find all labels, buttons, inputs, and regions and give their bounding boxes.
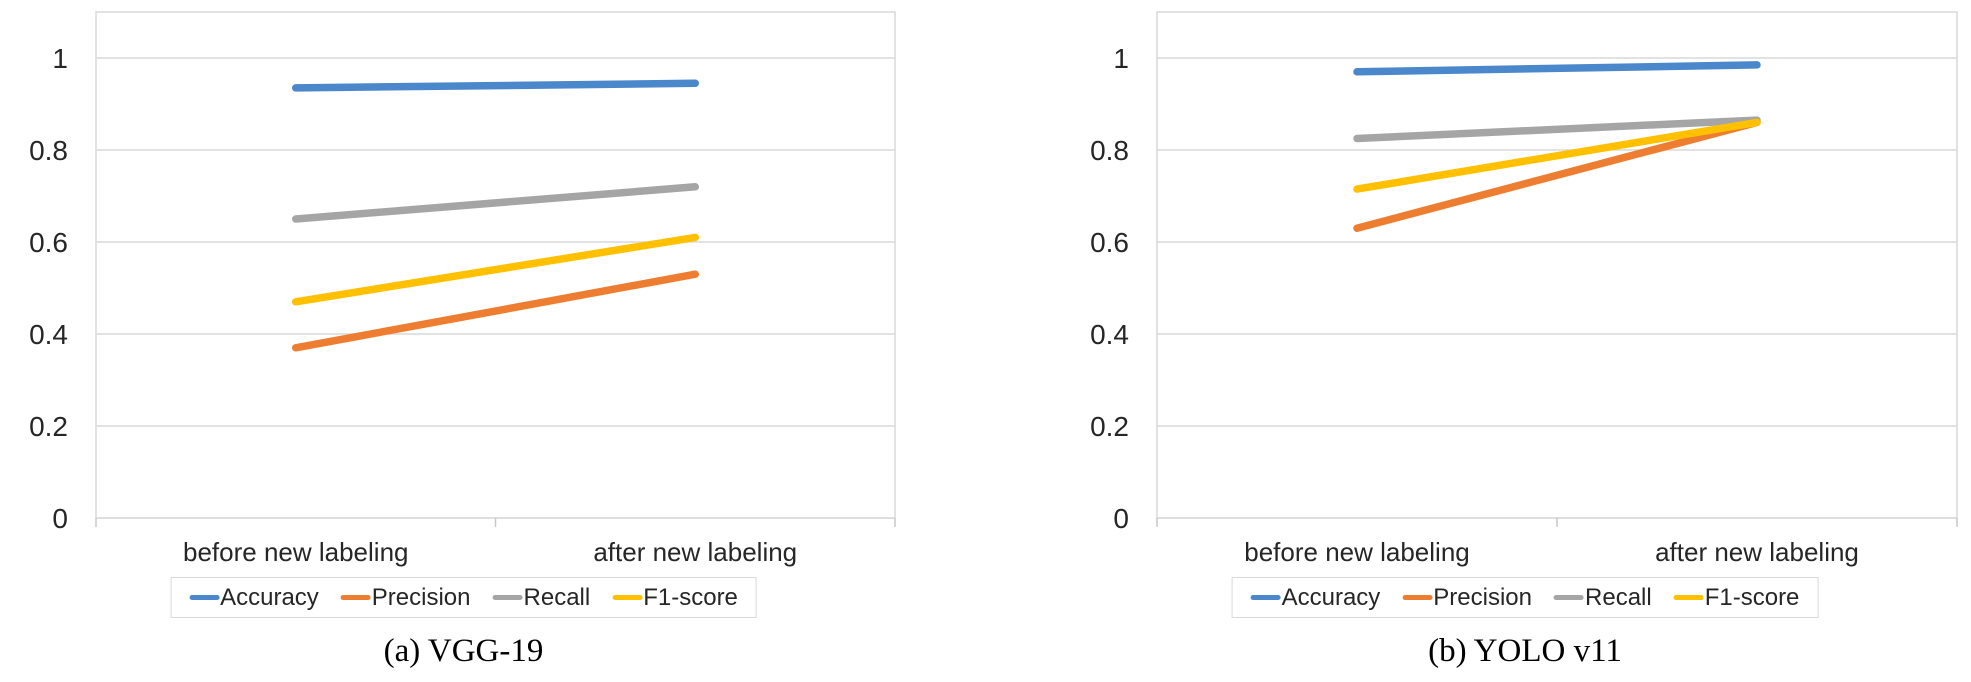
- y-tick-label: 0.2: [29, 411, 68, 442]
- series-line-recall: [1353, 116, 1761, 143]
- legend-swatch-f1-score: [1673, 595, 1704, 600]
- y-tick-label: 1: [52, 43, 68, 74]
- y-tick-label: 0.6: [29, 227, 68, 258]
- y-tick-label: 1: [1113, 43, 1129, 74]
- y-tick-label: 0.6: [1090, 227, 1129, 258]
- chart-figure-vgg19: 0 0.2 0.4 0.6 0.8 1 before new labeling after n…: [0, 0, 985, 682]
- legend-item-recall: Recall: [1554, 584, 1652, 612]
- series-line-precision: [292, 270, 699, 352]
- series-line-recall: [292, 183, 699, 223]
- x-category-label: after new labeling: [593, 537, 797, 567]
- legend-label: Precision: [1433, 583, 1533, 611]
- x-category-label: before new labeling: [1244, 537, 1470, 567]
- legend-yolov11: Accuracy Precision Recall F1-score: [1231, 577, 1819, 618]
- legend-swatch-precision: [340, 595, 371, 600]
- legend-swatch-precision: [1402, 595, 1433, 600]
- legend-item-precision: Precision: [340, 583, 471, 612]
- x-category-label: before new labeling: [183, 537, 409, 567]
- caption-yolov11: (b) YOLO v11: [1428, 633, 1622, 669]
- series-line-precision: [1353, 118, 1761, 232]
- series-line-accuracy: [1353, 61, 1761, 76]
- legend-item-precision: Precision: [1402, 584, 1532, 612]
- y-tick-label: 0.8: [29, 135, 68, 166]
- legend-swatch-recall: [1554, 595, 1585, 600]
- legend-item-accuracy: Accuracy: [189, 584, 319, 612]
- y-tick-label: 0.2: [1090, 411, 1129, 442]
- legend-item-f1-score: F1-score: [612, 584, 738, 612]
- series-line-f1-score: [292, 233, 699, 306]
- y-tick-label: 0.4: [29, 319, 68, 350]
- legend-swatch-recall: [492, 595, 523, 600]
- legend-vgg19: Accuracy Precision Recall F1-score: [170, 577, 757, 618]
- legend-item-recall: Recall: [492, 583, 591, 612]
- legend-label: Recall: [523, 583, 591, 611]
- legend-label: Accuracy: [220, 583, 319, 611]
- y-tick-label: 0.8: [1090, 135, 1129, 166]
- legend-label: Accuracy: [1281, 583, 1381, 611]
- y-tick-label: 0.4: [1090, 319, 1129, 350]
- plot-svg: 0 0.2 0.4 0.6 0.8 1 before new labeling after n…: [1090, 11, 1958, 567]
- legend-swatch-accuracy: [189, 595, 220, 600]
- legend-item-f1-score: F1-score: [1673, 583, 1800, 612]
- chart-figure-yolov11: 0 0.2 0.4 0.6 0.8 1 before new labeling after n…: [986, 0, 1971, 682]
- legend-label: F1-score: [643, 583, 738, 611]
- caption-vgg19: (a) VGG-19: [383, 633, 544, 669]
- series-line-f1-score: [1353, 118, 1761, 193]
- y-tick-label: 0: [1113, 503, 1129, 534]
- plot-border: [1156, 11, 1958, 519]
- legend-label: F1-score: [1704, 583, 1800, 611]
- legend-swatch-accuracy: [1250, 595, 1281, 600]
- legend-label: Precision: [371, 583, 471, 611]
- series-line-accuracy: [292, 79, 699, 92]
- plot-svg: 0 0.2 0.4 0.6 0.8 1 before new labeling after n…: [29, 11, 896, 567]
- y-tick-label: 0: [52, 503, 68, 534]
- legend-swatch-f1-score: [612, 595, 643, 600]
- legend-label: Recall: [1585, 583, 1652, 611]
- x-category-label: after new labeling: [1655, 537, 1859, 567]
- legend-item-accuracy: Accuracy: [1250, 583, 1381, 612]
